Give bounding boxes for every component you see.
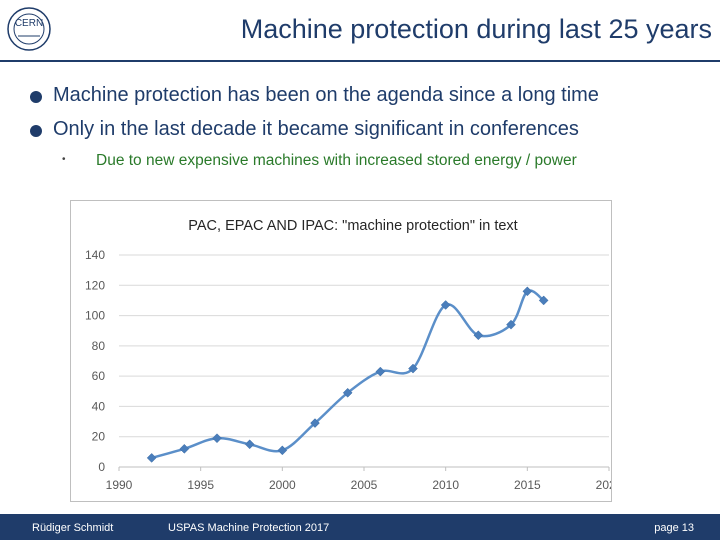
y-tick-label: 60 xyxy=(92,369,106,383)
y-tick-label: 0 xyxy=(98,460,105,474)
bullet-text: Machine protection has been on the agend… xyxy=(53,84,599,106)
slide-header: CERN Machine protection during last 25 y… xyxy=(0,0,720,60)
x-tick-label: 2015 xyxy=(514,478,541,492)
data-point xyxy=(179,443,190,454)
footer-author: Rüdiger Schmidt xyxy=(32,522,114,534)
x-tick-label: 2020 xyxy=(596,478,611,492)
data-point xyxy=(538,295,549,306)
data-point xyxy=(440,300,451,310)
y-tick-label: 20 xyxy=(92,430,106,444)
x-tick-label: 2000 xyxy=(269,478,296,492)
y-tick-label: 120 xyxy=(85,278,105,292)
sub-bullet-icon: • xyxy=(62,154,66,165)
y-tick-label: 140 xyxy=(85,248,105,262)
data-point xyxy=(522,286,533,297)
x-tick-label: 2010 xyxy=(432,478,459,492)
chart-container: PAC, EPAC AND IPAC: "machine protection"… xyxy=(70,200,612,502)
data-point xyxy=(310,418,320,428)
sub-bullet-text: Due to new expensive machines with incre… xyxy=(96,152,577,169)
page-title: Machine protection during last 25 years xyxy=(240,14,712,44)
bullet-dot-icon xyxy=(30,91,42,103)
data-point xyxy=(408,363,418,374)
data-point xyxy=(375,366,386,377)
data-point xyxy=(506,319,516,330)
bullet-text: Only in the last decade it became signif… xyxy=(53,118,579,140)
logo-text: CERN xyxy=(15,18,43,29)
line-chart: PAC, EPAC AND IPAC: "machine protection"… xyxy=(85,218,611,492)
y-tick-label: 80 xyxy=(92,339,106,353)
data-point xyxy=(342,387,353,398)
slide-footer: Rüdiger Schmidt USPAS Machine Protection… xyxy=(0,514,720,540)
data-point xyxy=(212,433,222,444)
cern-logo: CERN xyxy=(7,7,51,51)
chart-title: PAC, EPAC AND IPAC: "machine protection"… xyxy=(188,218,517,234)
y-tick-label: 40 xyxy=(92,399,106,413)
data-point xyxy=(244,439,255,450)
footer-page-number: page 13 xyxy=(654,522,694,534)
bullet-dot-icon xyxy=(30,125,42,137)
y-tick-label: 100 xyxy=(85,309,105,323)
data-point xyxy=(146,453,157,463)
x-tick-label: 2005 xyxy=(351,478,378,492)
x-tick-label: 1990 xyxy=(106,478,133,492)
header-divider xyxy=(0,60,720,62)
x-tick-label: 1995 xyxy=(187,478,214,492)
footer-event: USPAS Machine Protection 2017 xyxy=(168,522,330,534)
data-point xyxy=(277,445,288,456)
data-point xyxy=(473,330,484,341)
